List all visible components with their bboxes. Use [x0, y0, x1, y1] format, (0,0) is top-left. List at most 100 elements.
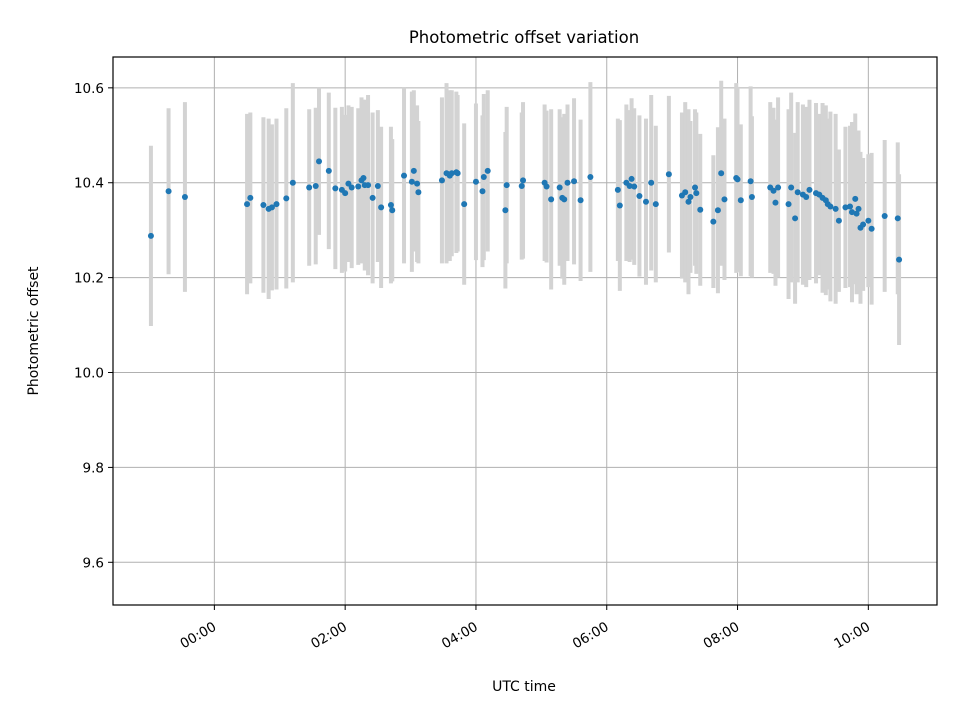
data-point: [561, 196, 568, 203]
data-point: [181, 193, 188, 200]
y-tick-label: 10.2: [74, 271, 104, 287]
data-point: [374, 183, 381, 190]
data-point: [896, 256, 903, 263]
y-tick-label: 10.6: [74, 81, 104, 97]
data-point: [401, 172, 408, 179]
data-point: [734, 176, 741, 183]
data-point: [737, 197, 744, 204]
data-point: [748, 193, 755, 200]
data-point: [710, 218, 717, 225]
data-point: [355, 183, 362, 190]
data-point: [571, 178, 578, 185]
data-point: [306, 184, 313, 191]
data-point: [548, 196, 555, 203]
data-point: [747, 178, 754, 185]
data-point: [472, 178, 479, 185]
data-point: [847, 203, 854, 210]
data-point: [438, 177, 445, 184]
data-point: [147, 232, 154, 239]
data-point: [788, 184, 795, 191]
y-tick-label: 10.4: [74, 176, 104, 192]
data-point: [365, 182, 372, 189]
data-point: [721, 196, 728, 203]
data-point: [685, 198, 692, 205]
y-axis-label: Photometric offset: [26, 266, 42, 396]
data-point: [268, 204, 275, 211]
data-point: [408, 178, 415, 185]
data-point: [628, 175, 635, 182]
data-point: [273, 201, 280, 208]
data-point: [414, 180, 421, 187]
data-point: [785, 201, 792, 208]
data-point: [642, 198, 649, 205]
data-point: [835, 217, 842, 224]
data-point: [556, 184, 563, 191]
data-point: [868, 225, 875, 232]
data-point: [283, 195, 290, 202]
data-point: [692, 184, 699, 191]
data-point: [770, 187, 777, 194]
data-point: [316, 158, 322, 165]
data-point: [289, 179, 296, 186]
data-point: [247, 194, 254, 201]
data-point: [387, 202, 394, 209]
data-point: [479, 188, 486, 195]
data-point: [502, 207, 509, 214]
data-point: [480, 174, 487, 181]
x-axis-label: UTC time: [492, 679, 556, 695]
data-point: [564, 179, 571, 186]
data-point: [832, 205, 839, 212]
data-point: [697, 206, 704, 213]
data-point: [842, 204, 849, 211]
data-point: [865, 217, 872, 224]
data-point: [325, 167, 332, 174]
data-point: [378, 204, 385, 211]
data-point: [665, 171, 672, 178]
y-tick-label: 9.6: [83, 555, 104, 571]
data-point: [518, 183, 525, 190]
data-point: [631, 183, 638, 190]
data-point: [577, 197, 584, 204]
data-point: [461, 201, 468, 208]
data-point: [342, 190, 349, 197]
data-point: [587, 174, 594, 181]
data-point: [852, 195, 859, 202]
data-point: [389, 207, 396, 214]
data-point: [687, 193, 694, 200]
plot-frame: [112, 56, 938, 606]
data-point: [775, 184, 782, 191]
data-point: [848, 209, 855, 216]
data-point: [714, 207, 721, 214]
data-point: [244, 201, 251, 208]
data-point: [616, 202, 623, 209]
data-point: [626, 183, 633, 190]
y-axis: 9.6 9.8 10.0 10.2 10.4 10.6: [74, 81, 113, 571]
data-point: [682, 189, 689, 196]
data-point: [520, 177, 527, 184]
data-point: [636, 193, 643, 200]
data-point: [827, 203, 834, 210]
data-point: [165, 188, 172, 195]
chart-title: Photometric offset variation: [409, 28, 639, 47]
data-point: [855, 205, 862, 212]
y-tick-label: 9.8: [83, 460, 104, 476]
data-point: [648, 179, 655, 186]
data-point: [312, 183, 319, 190]
data-point: [894, 215, 901, 222]
data-point: [348, 184, 355, 191]
data-point: [415, 189, 422, 196]
data-point: [881, 212, 888, 219]
data-point: [853, 210, 860, 217]
data-point: [360, 174, 367, 181]
data-point: [484, 167, 491, 174]
data-point: [693, 190, 700, 197]
data-point: [369, 194, 376, 201]
data-point: [543, 183, 550, 190]
data-point: [792, 215, 799, 222]
data-points: [147, 158, 903, 263]
data-point: [718, 170, 725, 177]
data-point: [772, 199, 779, 206]
data-point: [454, 170, 461, 177]
